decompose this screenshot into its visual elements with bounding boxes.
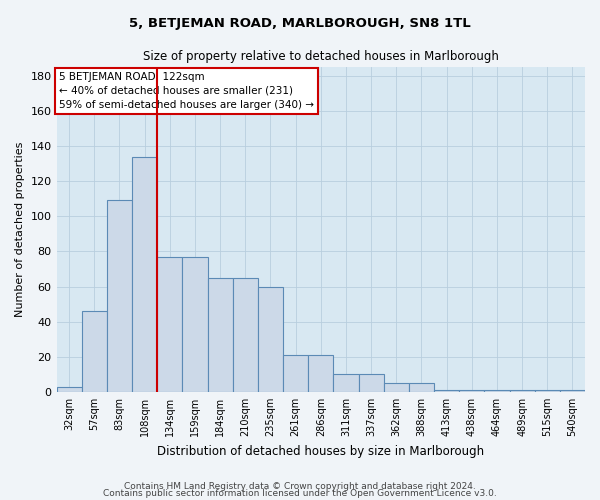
Bar — [233, 278, 258, 392]
Bar — [509, 390, 535, 392]
Title: Size of property relative to detached houses in Marlborough: Size of property relative to detached ho… — [143, 50, 499, 63]
Bar — [434, 390, 459, 392]
Bar — [484, 390, 509, 392]
Bar — [107, 200, 132, 392]
X-axis label: Distribution of detached houses by size in Marlborough: Distribution of detached houses by size … — [157, 444, 484, 458]
Y-axis label: Number of detached properties: Number of detached properties — [15, 142, 25, 317]
Bar — [283, 355, 308, 392]
Bar — [308, 355, 334, 392]
Bar — [560, 390, 585, 392]
Bar — [56, 386, 82, 392]
Text: Contains HM Land Registry data © Crown copyright and database right 2024.: Contains HM Land Registry data © Crown c… — [124, 482, 476, 491]
Text: 5, BETJEMAN ROAD, MARLBOROUGH, SN8 1TL: 5, BETJEMAN ROAD, MARLBOROUGH, SN8 1TL — [129, 18, 471, 30]
Bar — [132, 156, 157, 392]
Bar — [535, 390, 560, 392]
Bar — [258, 286, 283, 392]
Text: 5 BETJEMAN ROAD: 122sqm
← 40% of detached houses are smaller (231)
59% of semi-d: 5 BETJEMAN ROAD: 122sqm ← 40% of detache… — [59, 72, 314, 110]
Bar — [82, 311, 107, 392]
Bar — [182, 256, 208, 392]
Bar — [157, 256, 182, 392]
Text: Contains public sector information licensed under the Open Government Licence v3: Contains public sector information licen… — [103, 490, 497, 498]
Bar — [208, 278, 233, 392]
Bar — [459, 390, 484, 392]
Bar — [334, 374, 359, 392]
Bar — [409, 383, 434, 392]
Bar — [359, 374, 383, 392]
Bar — [383, 383, 409, 392]
